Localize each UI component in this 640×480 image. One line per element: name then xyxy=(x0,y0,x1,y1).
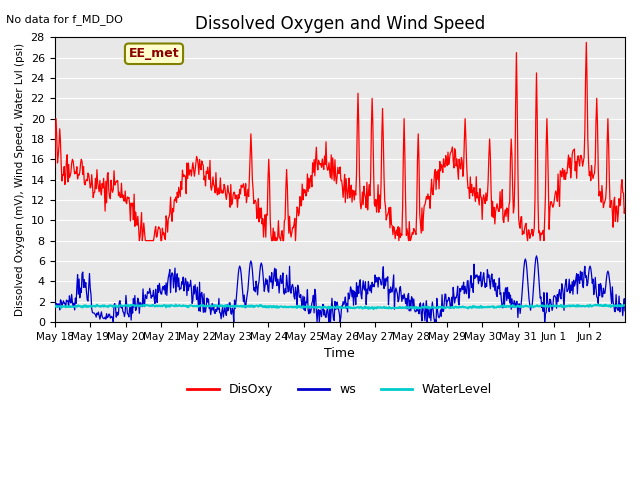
Text: No data for f_MD_DO: No data for f_MD_DO xyxy=(6,14,124,25)
Legend: DisOxy, ws, WaterLevel: DisOxy, ws, WaterLevel xyxy=(182,378,497,401)
Title: Dissolved Oxygen and Wind Speed: Dissolved Oxygen and Wind Speed xyxy=(195,15,485,33)
Text: EE_met: EE_met xyxy=(129,47,179,60)
X-axis label: Time: Time xyxy=(324,347,355,360)
Y-axis label: Dissolved Oxygen (mV), Wind Speed, Water Lvl (psi): Dissolved Oxygen (mV), Wind Speed, Water… xyxy=(15,43,25,316)
